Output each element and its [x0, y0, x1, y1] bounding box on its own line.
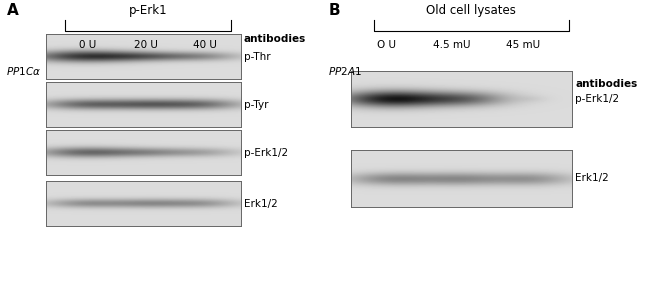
Text: 4.5 mU: 4.5 mU — [433, 40, 471, 50]
Text: p-Erk1/2: p-Erk1/2 — [244, 148, 288, 158]
Text: 40 U: 40 U — [193, 40, 216, 50]
Text: B: B — [328, 3, 340, 18]
Text: 20 U: 20 U — [135, 40, 158, 50]
Text: 45 mU: 45 mU — [506, 40, 540, 50]
Text: $PP2A1$: $PP2A1$ — [328, 65, 362, 77]
Text: p-Erk1: p-Erk1 — [129, 4, 167, 17]
Text: antibodies: antibodies — [575, 79, 638, 89]
Text: A: A — [6, 3, 18, 18]
Text: Old cell lysates: Old cell lysates — [426, 4, 516, 17]
Text: 0 U: 0 U — [79, 40, 96, 50]
Text: antibodies: antibodies — [244, 34, 306, 44]
Text: O U: O U — [377, 40, 396, 50]
Text: p-Erk1/2: p-Erk1/2 — [575, 94, 619, 104]
Text: $PP1C\alpha$: $PP1C\alpha$ — [6, 65, 42, 77]
Text: Erk1/2: Erk1/2 — [575, 173, 609, 183]
Text: p-Tyr: p-Tyr — [244, 100, 268, 110]
Text: p-Thr: p-Thr — [244, 52, 270, 62]
Text: Erk1/2: Erk1/2 — [244, 199, 278, 209]
